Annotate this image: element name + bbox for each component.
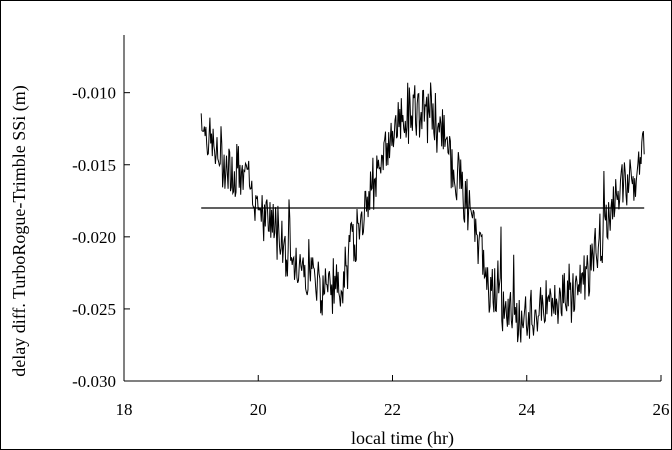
y-axis-title: delay diff. TurboRogue-Trimble SSi (m)	[9, 85, 30, 377]
series-layer	[200, 82, 645, 343]
ticks: 18 20 22 24 26 -0.030 -0.025 -0.020 -0.015 -0.010	[72, 84, 669, 419]
x-tick-label: 20	[250, 400, 267, 419]
y-tick-label: -0.030	[72, 372, 116, 391]
x-axis-title: local time (hr)	[351, 428, 454, 449]
y-tick-label: -0.015	[72, 156, 116, 175]
x-tick-label: 24	[518, 400, 536, 419]
delay-difference-series	[200, 82, 645, 343]
x-tick-label: 22	[384, 400, 401, 419]
y-tick-label: -0.025	[72, 300, 116, 319]
y-tick-label: -0.020	[72, 228, 116, 247]
x-tick-label: 26	[653, 400, 670, 419]
x-tick-label: 18	[116, 400, 133, 419]
y-tick-label: -0.010	[72, 84, 116, 103]
